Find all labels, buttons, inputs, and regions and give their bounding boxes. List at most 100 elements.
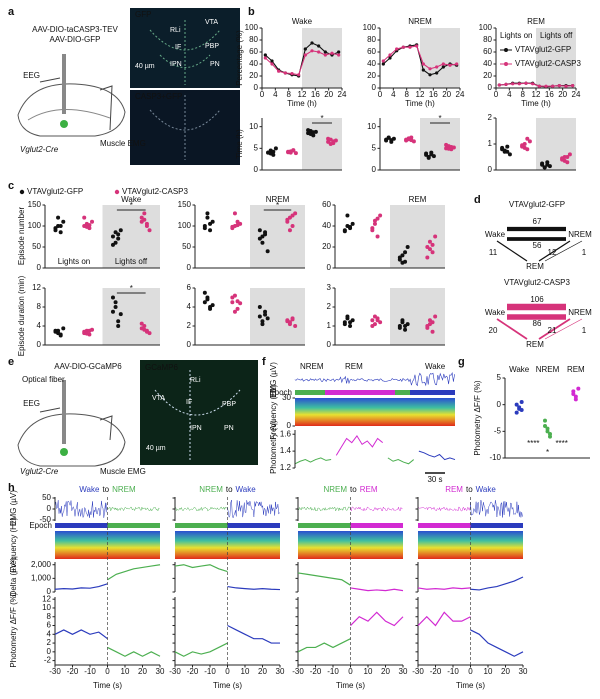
y-tick-label: 6 [187, 283, 192, 292]
state-label: REM [345, 362, 363, 371]
x-tick-label: 20 [442, 90, 451, 99]
transition-arrow [544, 318, 583, 340]
data-point [517, 406, 522, 411]
y-tick-label: 4 [47, 629, 52, 638]
significance-star: * [438, 114, 441, 123]
y-axis-label: EMG (µV) [9, 490, 18, 526]
data-point [61, 326, 66, 331]
y-tick-label: 3 [327, 283, 332, 292]
connector-word: to [226, 485, 233, 494]
mouse-drawing [17, 54, 126, 467]
data-point [144, 329, 149, 334]
y-tick-label: 1.6 [280, 429, 292, 438]
data-point [116, 324, 121, 328]
virus-label: AAV-DIO-GFP [50, 35, 101, 44]
y-tick-label: 60 [367, 47, 376, 56]
y-tick-label: 40 [249, 59, 258, 68]
y-tick-label: 100 [178, 221, 192, 230]
data-point [497, 83, 501, 87]
data-point [202, 226, 207, 231]
epoch-bar [395, 390, 410, 395]
y-tick-label: 100 [479, 23, 493, 32]
data-point [507, 152, 512, 157]
panel-label: b [248, 6, 255, 18]
data-point [271, 149, 276, 154]
x-tick-label: 30 [519, 667, 528, 676]
y-tick-label: 0 [254, 83, 259, 92]
data-point [455, 62, 459, 66]
transition-count: 11 [489, 248, 498, 257]
delta-trace [107, 564, 161, 581]
transition-count: 21 [548, 326, 557, 335]
row-label: Epoch [269, 388, 292, 397]
y-tick-label: 80 [249, 35, 258, 44]
data-point [540, 161, 545, 166]
data-point [430, 242, 435, 247]
significance-star: * [130, 284, 133, 293]
connector-word: to [350, 485, 357, 494]
data-point [571, 389, 576, 394]
y-tick-label: 0 [497, 400, 502, 409]
delta-trace [470, 576, 524, 591]
data-point [110, 242, 115, 247]
data-point [565, 155, 570, 159]
region-label: RLi [170, 27, 181, 34]
data-point [263, 56, 267, 60]
data-point [425, 255, 430, 260]
data-point [428, 73, 432, 77]
x-tick-label: 20 [501, 667, 510, 676]
panel-label: c [8, 180, 14, 192]
y-tick-label: 5 [497, 373, 502, 382]
y-tick-label: 5 [372, 143, 377, 152]
data-point [144, 221, 149, 226]
data-point [348, 320, 353, 325]
x-axis-label: Time (s) [93, 681, 122, 690]
group-label: NREM [536, 365, 560, 374]
x-tick-label: -30 [292, 667, 304, 676]
y-tick-label: 8 [47, 612, 52, 621]
x-tick-label: 30 [399, 667, 408, 676]
x-tick-label: 20 [381, 667, 390, 676]
data-point [505, 144, 510, 149]
data-point [270, 62, 274, 66]
region-label: IPN [170, 61, 182, 68]
lights-off-shade [250, 205, 305, 268]
transition-arrow [496, 240, 528, 262]
data-point [230, 300, 235, 305]
y-tick-label: 12 [42, 594, 51, 603]
data-point [522, 145, 527, 150]
y-axis-label: Photometry ΔF/F (%) [9, 592, 18, 667]
data-point [285, 217, 290, 222]
lights-off-shade [420, 118, 460, 170]
data-point [56, 215, 61, 220]
y-tick-label: 2 [327, 302, 332, 311]
image-label: GCaMP6 [145, 363, 178, 372]
data-point [260, 234, 265, 239]
photometry-trace [417, 611, 471, 627]
data-point [543, 424, 547, 428]
x-tick-label: -30 [169, 667, 181, 676]
x-tick-label: 0 [260, 90, 265, 99]
data-point [290, 224, 295, 228]
lights-off-shade [302, 28, 342, 88]
data-point [110, 309, 115, 314]
region-label: IPN [190, 425, 202, 432]
photometry-trace [350, 611, 404, 627]
emg-label: Muscle EMG [100, 467, 146, 476]
node-label: Wake [485, 230, 506, 239]
x-tick-label: 0 [348, 667, 353, 676]
data-point [427, 247, 432, 252]
data-point [542, 165, 547, 170]
photometry-trace [227, 624, 280, 644]
panel-label: h [8, 482, 15, 494]
transition-count: 1 [582, 326, 587, 335]
significance-star: * [130, 201, 133, 210]
y-axis-label: Frequency (Hz) [9, 517, 18, 572]
emg-trace [294, 372, 455, 387]
x-tick-label: 0 [378, 90, 383, 99]
data-point [514, 402, 519, 407]
data-point [208, 221, 213, 226]
state-label: Wake [425, 362, 446, 371]
data-point [576, 386, 581, 391]
